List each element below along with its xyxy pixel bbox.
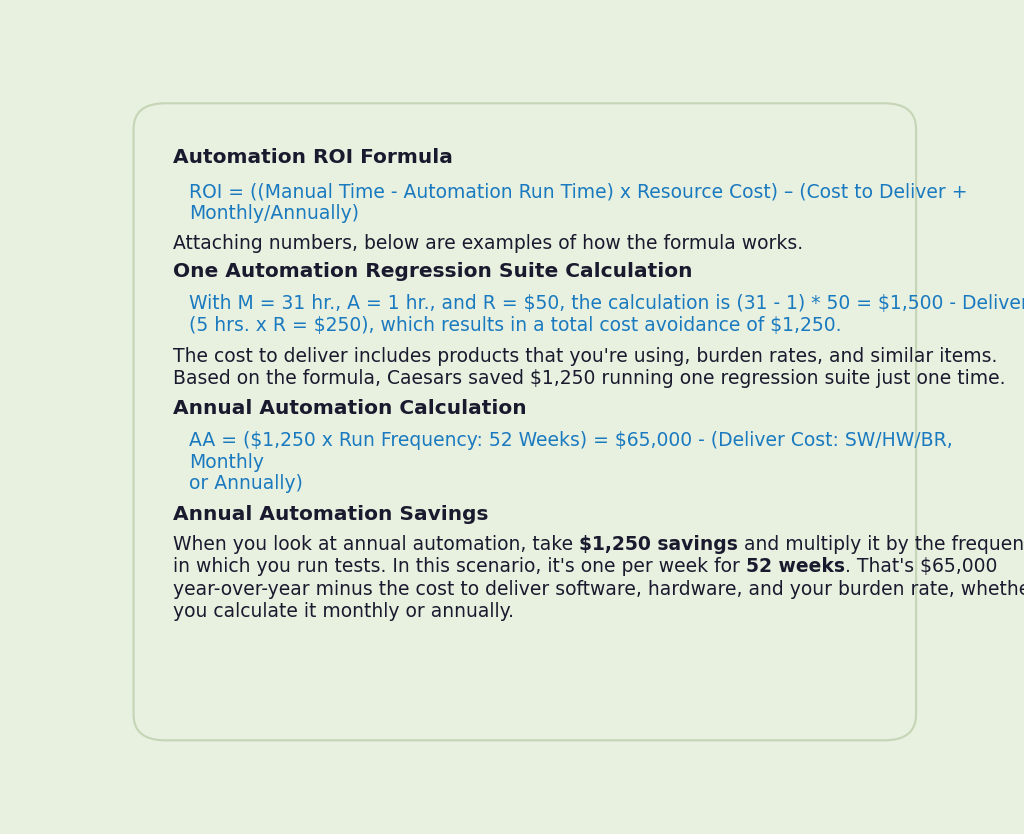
- Text: Based on the formula, Caesars saved $1,250 running one regression suite just one: Based on the formula, Caesars saved $1,2…: [173, 369, 1006, 388]
- Text: (5 hrs. x R = $250), which results in a total cost avoidance of $1,250.: (5 hrs. x R = $250), which results in a …: [189, 316, 842, 335]
- Text: you calculate it monthly or annually.: you calculate it monthly or annually.: [173, 602, 514, 621]
- Text: year-over-year minus the cost to deliver software, hardware, and your burden rat: year-over-year minus the cost to deliver…: [173, 580, 1024, 599]
- Text: Monthly: Monthly: [189, 453, 264, 472]
- Text: Automation ROI Formula: Automation ROI Formula: [173, 148, 453, 168]
- Text: 52 weeks: 52 weeks: [746, 557, 845, 576]
- Text: The cost to deliver includes products that you're using, burden rates, and simil: The cost to deliver includes products th…: [173, 347, 997, 365]
- Text: in which you run tests. In this scenario, it's one per week for: in which you run tests. In this scenario…: [173, 557, 746, 576]
- Text: Monthly/Annually): Monthly/Annually): [189, 204, 359, 224]
- Text: When you look at annual automation, take: When you look at annual automation, take: [173, 535, 580, 554]
- Text: . That's $65,000: . That's $65,000: [845, 557, 997, 576]
- Text: ROI = ((Manual Time - Automation Run Time) x Resource Cost) – (Cost to Deliver +: ROI = ((Manual Time - Automation Run Tim…: [189, 183, 968, 201]
- Text: With M = 31 hr., A = 1 hr., and R = $50, the calculation is (31 - 1) * 50 = $1,5: With M = 31 hr., A = 1 hr., and R = $50,…: [189, 294, 1024, 313]
- Text: $1,250 savings: $1,250 savings: [580, 535, 738, 554]
- Text: Annual Automation Calculation: Annual Automation Calculation: [173, 399, 527, 418]
- Text: Attaching numbers, below are examples of how the formula works.: Attaching numbers, below are examples of…: [173, 234, 804, 253]
- Text: or Annually): or Annually): [189, 475, 303, 494]
- Text: and multiply it by the frequency: and multiply it by the frequency: [738, 535, 1024, 554]
- Text: AA = ($1,250 x Run Frequency: 52 Weeks) = $65,000 - (Deliver Cost: SW/HW/BR,: AA = ($1,250 x Run Frequency: 52 Weeks) …: [189, 431, 953, 450]
- Text: One Automation Regression Suite Calculation: One Automation Regression Suite Calculat…: [173, 262, 692, 281]
- Text: Annual Automation Savings: Annual Automation Savings: [173, 505, 488, 524]
- FancyBboxPatch shape: [133, 103, 916, 741]
